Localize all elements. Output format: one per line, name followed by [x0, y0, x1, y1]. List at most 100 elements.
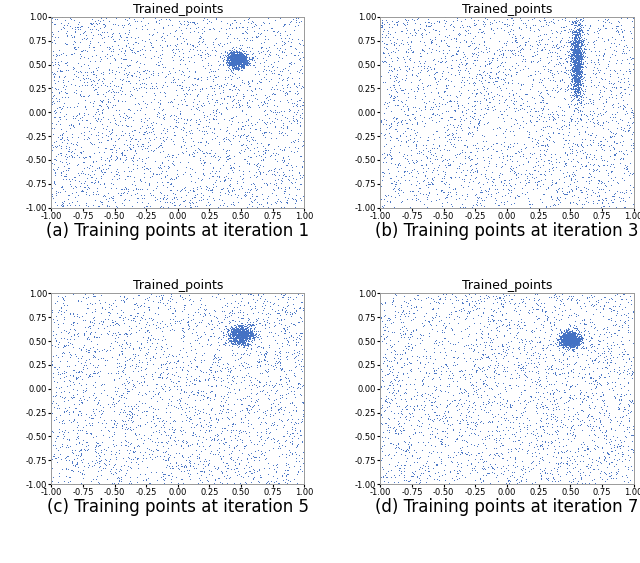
Point [291, 351, 301, 360]
Point [132, 301, 142, 310]
Point [136, 363, 146, 372]
Point [220, 93, 230, 102]
Point [290, 363, 300, 372]
Point [238, 57, 248, 66]
Point [498, 49, 508, 58]
Point [535, 350, 545, 359]
Point [610, 297, 620, 306]
Point [435, 347, 445, 356]
Point [63, 146, 73, 155]
Point [572, 52, 582, 61]
Point [588, 374, 598, 383]
Point [557, 74, 568, 83]
Point [545, 109, 556, 118]
Point [52, 342, 63, 351]
Point [539, 465, 549, 474]
Point [559, 338, 569, 347]
Point [236, 334, 246, 343]
Point [615, 154, 625, 163]
Point [578, 437, 588, 446]
Point [239, 333, 250, 342]
Point [206, 18, 216, 27]
Point [505, 423, 515, 432]
Point [236, 329, 246, 338]
Point [195, 318, 205, 327]
Point [170, 77, 180, 86]
Point [165, 458, 175, 467]
Point [561, 122, 572, 131]
Point [571, 92, 581, 101]
Point [574, 336, 584, 345]
Point [415, 30, 426, 39]
Point [519, 104, 529, 113]
Point [269, 26, 279, 35]
Point [575, 90, 585, 99]
Point [261, 170, 271, 179]
Point [216, 99, 227, 108]
Point [228, 62, 238, 71]
Point [616, 59, 626, 68]
Point [574, 53, 584, 62]
Point [94, 296, 104, 305]
Point [578, 343, 588, 352]
Point [573, 336, 583, 345]
Point [159, 191, 169, 200]
Point [418, 374, 428, 383]
Point [227, 336, 237, 345]
Point [470, 425, 480, 434]
Point [598, 336, 609, 345]
Point [145, 354, 156, 363]
Point [220, 337, 230, 346]
Point [241, 329, 252, 338]
Point [595, 65, 605, 74]
Point [531, 173, 541, 182]
Point [569, 64, 579, 73]
Point [109, 70, 120, 79]
Point [486, 400, 496, 409]
Point [135, 422, 145, 431]
Point [93, 38, 103, 47]
Point [577, 30, 587, 39]
Point [217, 364, 227, 373]
Point [427, 173, 437, 182]
Point [248, 91, 258, 100]
Point [298, 83, 308, 92]
Point [576, 333, 586, 342]
Point [226, 324, 236, 333]
Point [569, 60, 579, 69]
Point [193, 305, 204, 314]
Point [167, 309, 177, 318]
Point [570, 78, 580, 87]
Point [111, 106, 122, 115]
Point [446, 419, 456, 428]
Point [237, 328, 247, 337]
Point [586, 333, 596, 342]
Point [570, 51, 580, 60]
Point [132, 477, 142, 486]
Point [212, 480, 222, 489]
Point [500, 347, 510, 356]
Point [571, 334, 581, 343]
Point [235, 56, 245, 65]
Point [176, 39, 186, 48]
Point [193, 385, 204, 394]
Point [90, 328, 100, 337]
Point [298, 409, 308, 418]
Point [155, 56, 165, 65]
Point [575, 334, 586, 343]
Point [221, 459, 231, 468]
Point [271, 363, 281, 372]
Point [538, 455, 548, 464]
Point [155, 480, 165, 489]
Point [52, 64, 63, 73]
Point [175, 187, 186, 196]
Point [425, 35, 435, 44]
Point [563, 330, 573, 339]
Point [78, 343, 88, 352]
Point [564, 337, 574, 346]
Point [596, 140, 607, 149]
Point [228, 55, 239, 64]
Point [565, 333, 575, 342]
Point [552, 51, 562, 60]
Point [424, 96, 434, 105]
